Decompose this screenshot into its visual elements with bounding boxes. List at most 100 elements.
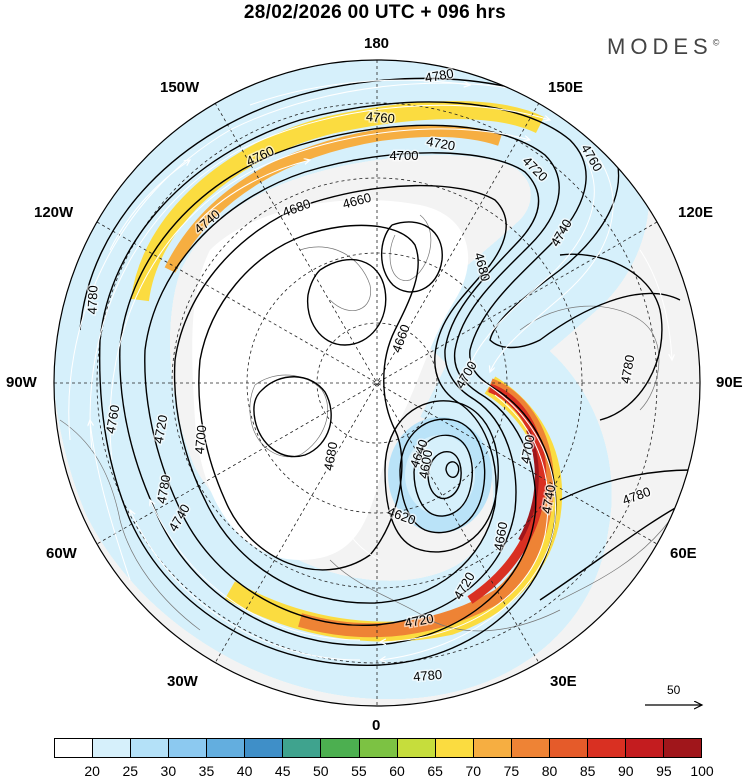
contour-label-halo: 4700 bbox=[518, 434, 538, 465]
colorbar-tick-label: 80 bbox=[541, 763, 558, 779]
lon-label-120e: 120E bbox=[678, 204, 714, 221]
colorbar-tick-label: 50 bbox=[313, 763, 329, 779]
contour-label: 4660 bbox=[341, 190, 373, 212]
colorbar-tick-label: 55 bbox=[351, 763, 367, 779]
colorbar-swatch bbox=[55, 739, 94, 757]
colorbar-ticks: 20 25 30 35 40 45 50 55 60 65 70 75 80 85 90 95 100 bbox=[54, 763, 713, 781]
contour-label-halo: 4720 bbox=[404, 611, 435, 631]
jet-core-north bbox=[131, 101, 545, 302]
contour-label-halo: 4780 bbox=[85, 285, 101, 314]
colorbar-tick-label: 70 bbox=[465, 763, 482, 779]
brand-name: MODES bbox=[607, 34, 713, 59]
contour-label: 4680 bbox=[471, 251, 493, 283]
colorbar-tick-label: 45 bbox=[274, 763, 291, 779]
contour-label: 4760 bbox=[365, 109, 395, 126]
colorbar-swatch bbox=[549, 739, 588, 757]
lon-label-60w: 60W bbox=[46, 545, 77, 562]
contour-label: 4700 bbox=[390, 148, 419, 163]
colorbar-swatch bbox=[435, 739, 474, 757]
lon-label-30w: 30W bbox=[167, 673, 198, 690]
contour-label: 4660 bbox=[491, 521, 511, 552]
map-disc bbox=[54, 60, 700, 706]
contour-label-halo: 4740 bbox=[539, 484, 559, 515]
reference-vector-label: 50 bbox=[667, 683, 681, 697]
jet-core-peak-inner bbox=[518, 429, 539, 541]
contour-label: 4780 bbox=[618, 354, 638, 385]
contour-label-halo: 4600 bbox=[416, 449, 436, 480]
contour-label: 4720 bbox=[151, 414, 171, 445]
contour-label: 4740 bbox=[539, 484, 559, 515]
geopotential-contours bbox=[79, 77, 691, 666]
lon-label-120w: 120W bbox=[34, 204, 74, 221]
colorbar-swatch bbox=[321, 739, 360, 757]
colorbar-swatch bbox=[664, 739, 702, 757]
colorbar-tick-label: 75 bbox=[503, 763, 520, 779]
map-title: 28/02/2026 00 UTC + 096 hrs bbox=[243, 2, 507, 23]
colorbar-swatch bbox=[587, 739, 626, 757]
contour-label: 4680 bbox=[321, 441, 341, 472]
colorbar bbox=[54, 738, 702, 758]
colorbar-swatch bbox=[511, 739, 550, 757]
lon-label-60e: 60E bbox=[670, 545, 697, 562]
contour-label-halo: 4660 bbox=[491, 521, 511, 552]
contour-label-halo: 4700 bbox=[192, 425, 209, 455]
colorbar-tick-label: 95 bbox=[656, 763, 672, 779]
contour-label-halo: 4780 bbox=[424, 66, 455, 86]
colorbar-swatch bbox=[283, 739, 322, 757]
contour-label: 4720 bbox=[404, 611, 435, 631]
coastlines bbox=[59, 214, 671, 632]
graticule bbox=[54, 60, 700, 706]
contour-label: 4780 bbox=[424, 66, 455, 86]
contour-label: 4780 bbox=[154, 474, 174, 505]
wind-streamlines bbox=[68, 79, 690, 660]
colorbar-swatch bbox=[473, 739, 512, 757]
contour-label-halo: 4680 bbox=[321, 441, 341, 472]
contour-label-halo: 4780 bbox=[618, 354, 638, 385]
contour-label-halo: 4780 bbox=[154, 474, 174, 505]
modes-logo: MODES© bbox=[607, 34, 719, 60]
contour-label-halo: 4760 bbox=[103, 404, 123, 435]
lon-label-0: 0 bbox=[372, 717, 381, 734]
lon-label-90e: 90E bbox=[716, 374, 743, 391]
lon-label-30e: 30E bbox=[550, 673, 577, 690]
lon-label-180: 180 bbox=[364, 35, 390, 52]
contour-label-halo: 4780 bbox=[413, 667, 443, 684]
lon-label-150w: 150W bbox=[160, 79, 200, 96]
colorbar-swatch bbox=[207, 739, 246, 757]
colorbar-tick-label: 60 bbox=[389, 763, 405, 779]
low-centre-inner bbox=[405, 435, 475, 515]
colorbar-swatch bbox=[397, 739, 436, 757]
colorbar-tick-label: 85 bbox=[579, 763, 596, 779]
colorbar-tick-label: 40 bbox=[236, 763, 253, 779]
contour-label-halo: 4700 bbox=[390, 148, 419, 163]
contour-label: 4720 bbox=[425, 134, 456, 154]
copyright-mark: © bbox=[712, 37, 720, 48]
contour-label-halo: 4760 bbox=[365, 109, 395, 126]
contour-label: 4700 bbox=[192, 425, 209, 455]
contour-label: 4700 bbox=[518, 434, 538, 465]
colorbar-tick-label: 30 bbox=[160, 763, 177, 779]
contour-label: 4760 bbox=[103, 404, 123, 435]
contour-label-halo: 4720 bbox=[425, 134, 456, 154]
colorbar-tick-label: 25 bbox=[122, 763, 139, 779]
lon-label-150e: 150E bbox=[548, 79, 584, 96]
colorbar-tick-label: 65 bbox=[427, 763, 443, 779]
colorbar-tick-label: 35 bbox=[198, 763, 215, 779]
colorbar-tick-label: 20 bbox=[84, 763, 100, 779]
interior-calm-region bbox=[192, 200, 469, 560]
colorbar-swatch bbox=[359, 739, 398, 757]
colorbar-swatch bbox=[169, 739, 208, 757]
colorbar-swatch bbox=[245, 739, 284, 757]
contour-label: 4780 bbox=[413, 667, 443, 684]
colorbar-swatch bbox=[131, 739, 170, 757]
contour-label: 4600 bbox=[416, 449, 436, 480]
contour-label-halo: 4720 bbox=[151, 414, 171, 445]
map-boundary bbox=[53, 59, 701, 707]
colorbar-swatch bbox=[625, 739, 664, 757]
lon-label-90w: 90W bbox=[6, 374, 37, 391]
jet-core-north-max bbox=[164, 124, 502, 273]
colorbar-swatch bbox=[93, 739, 132, 757]
contour-label: 4780 bbox=[85, 285, 101, 314]
colorbar-tick-label: 100 bbox=[690, 763, 714, 779]
